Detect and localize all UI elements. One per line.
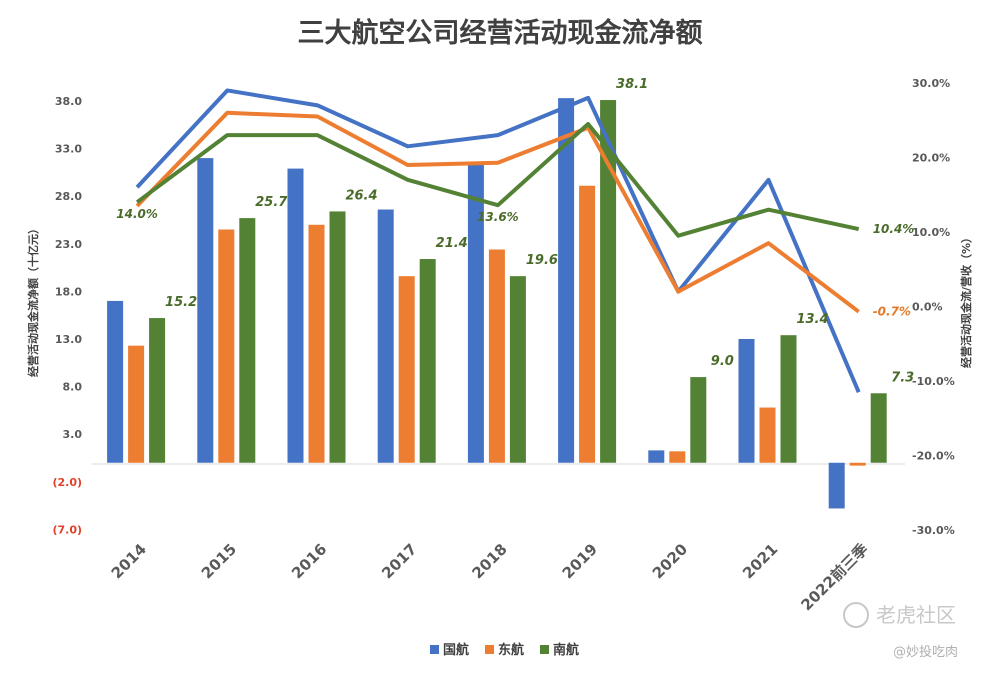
legend-swatch xyxy=(430,645,439,654)
pct-data-label: 13.6% xyxy=(477,210,519,224)
bar-南航-2017 xyxy=(419,259,436,463)
bar-东航-2016 xyxy=(308,224,325,463)
bar-labels-group: 15.2 25.7 26.4 21.4 19.6 38.1 9.0 13.4 7.3 xyxy=(165,77,914,385)
bar-国航-2016 xyxy=(287,168,304,463)
bar-data-label: 15.2 xyxy=(165,295,197,310)
watermark: 老虎社区 @妙投吃肉 xyxy=(843,602,958,660)
ratio-line-南航 xyxy=(135,121,860,238)
bar-data-label: 9.0 xyxy=(711,354,734,369)
bar-data-label: 26.4 xyxy=(345,188,377,203)
bar-东航-2020 xyxy=(669,451,686,463)
legend-swatch xyxy=(485,645,494,654)
x-tick-label: 2014 xyxy=(108,540,150,582)
x-tick-label: 2015 xyxy=(198,540,240,582)
bar-国航-2014 xyxy=(107,300,124,463)
watermark-user: @妙投吃肉 xyxy=(893,644,958,660)
x-tick-label: 2018 xyxy=(468,540,510,582)
bar-data-label: 13.4 xyxy=(796,312,828,327)
bar-东航-2014 xyxy=(128,345,145,463)
x-tick-label: 2017 xyxy=(378,540,420,582)
y-tick-label: 8.0 xyxy=(63,381,83,394)
bar-国航-2021 xyxy=(738,339,755,463)
bars-group xyxy=(107,98,887,509)
bar-data-label: 21.4 xyxy=(436,236,468,251)
y-tick-label: (7.0) xyxy=(52,523,82,536)
y-tick-label: 33.0 xyxy=(55,143,82,156)
bar-国航-2019 xyxy=(558,98,575,463)
legend-label: 东航 xyxy=(498,642,524,658)
y-tick-label: 23.0 xyxy=(55,238,82,251)
y-tick-label: 38.0 xyxy=(55,95,82,108)
x-tick-label: 2021 xyxy=(739,540,781,582)
x-tick-label: 2016 xyxy=(288,540,330,582)
legend: 国航 东航 南航 xyxy=(430,642,579,658)
bar-南航-2022前三季 xyxy=(870,393,887,463)
bar-南航-2021 xyxy=(780,335,797,463)
watermark-site: 老虎社区 xyxy=(876,603,956,627)
bar-国航-2020 xyxy=(648,450,665,463)
y-tick-label: (2.0) xyxy=(52,476,82,489)
y-tick-label: 13.0 xyxy=(55,333,82,346)
y2-tick-label: -20.0% xyxy=(912,450,955,463)
bar-东航-2019 xyxy=(579,185,596,463)
y-tick-label: 3.0 xyxy=(63,428,83,441)
legend-swatch xyxy=(540,645,549,654)
bar-data-label: 38.1 xyxy=(616,77,648,92)
y-axis-title: 经营活动现金流净额（十亿元） xyxy=(26,223,40,377)
bar-data-label: 25.7 xyxy=(255,195,288,210)
pct-data-label: -0.7% xyxy=(873,305,911,319)
bar-东航-2022前三季 xyxy=(849,462,866,466)
bar-南航-2020 xyxy=(690,377,707,463)
bar-东航-2015 xyxy=(218,229,235,463)
bar-东航-2018 xyxy=(488,249,505,463)
bar-东航-2017 xyxy=(398,276,415,463)
bar-南航-2014 xyxy=(149,318,166,463)
x-tick-label: 2019 xyxy=(559,540,601,582)
y2-tick-label: 10.0% xyxy=(912,226,950,239)
y2-axis-title: 经营活动现金流/营收（%） xyxy=(959,232,973,368)
watermark-logo-icon xyxy=(843,602,869,628)
chart-title: 三大航空公司经营活动现金流净额 xyxy=(298,17,703,49)
ratio-line-东航 xyxy=(135,110,860,314)
y2-tick-label: 30.0% xyxy=(912,77,950,90)
bar-南航-2016 xyxy=(329,211,346,463)
x-axis: 2014 2015 2016 2017 2018 2019 2020 2021 2022前三季 xyxy=(108,540,872,614)
y2-tick-label: -30.0% xyxy=(912,524,955,537)
y2-tick-label: 0.0% xyxy=(912,301,943,314)
bar-国航-2022前三季 xyxy=(828,462,845,509)
pct-data-label: 14.0% xyxy=(116,207,158,221)
legend-label: 国航 xyxy=(443,642,469,658)
ratio-lines-group xyxy=(135,88,861,393)
bar-国航-2015 xyxy=(197,158,214,463)
y-tick-label: 28.0 xyxy=(55,190,82,203)
bar-南航-2018 xyxy=(509,276,526,463)
pct-data-label: 10.4% xyxy=(873,222,915,236)
x-tick-label: 2020 xyxy=(649,540,691,582)
y-tick-label: 18.0 xyxy=(55,285,82,298)
y2-tick-label: -10.0% xyxy=(912,375,955,388)
y2-tick-label: 20.0% xyxy=(912,152,950,165)
bar-东航-2021 xyxy=(759,407,776,463)
y-left-axis: 38.0 33.0 28.0 23.0 18.0 13.0 8.0 3.0 (2.0) (7.0) xyxy=(52,95,82,536)
pct-labels-group: 14.0% 13.6% 10.4% -0.7% xyxy=(116,207,914,319)
bar-data-label: 7.3 xyxy=(891,370,914,385)
y-right-axis: 30.0% 20.0% 10.0% 0.0% -10.0% -20.0% -30.0% xyxy=(912,77,955,537)
legend-label: 南航 xyxy=(553,642,579,658)
bar-南航-2015 xyxy=(239,218,256,463)
bar-南航-2019 xyxy=(600,100,617,463)
bar-data-label: 19.6 xyxy=(526,253,558,268)
bar-国航-2017 xyxy=(377,209,394,463)
bar-国航-2018 xyxy=(467,161,484,463)
